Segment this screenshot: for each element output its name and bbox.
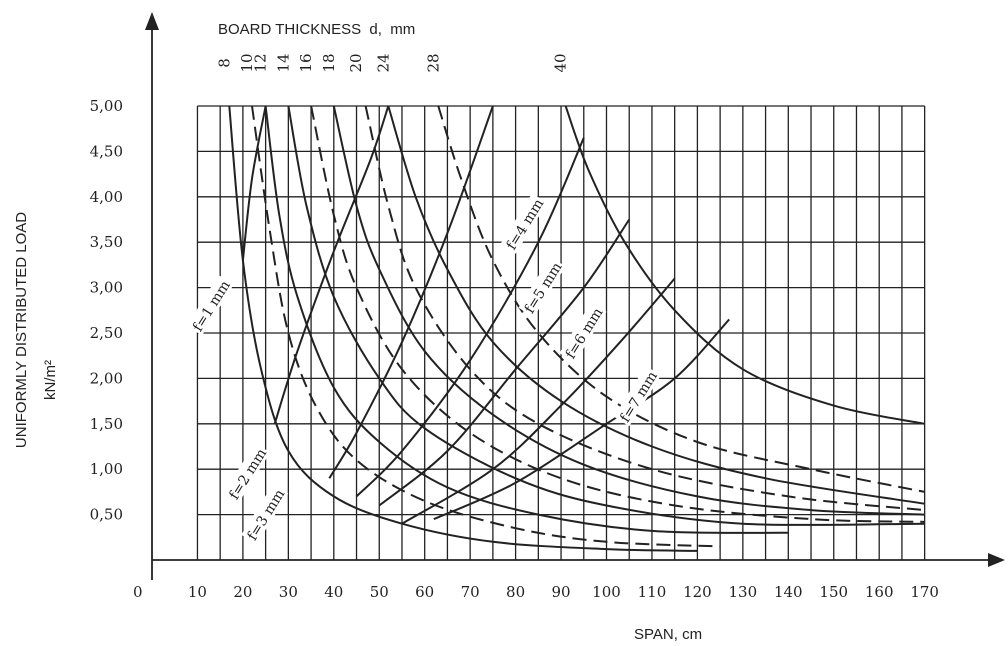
x-tick-label: 70 <box>461 583 480 601</box>
y-tick-label: 1,00 <box>90 460 123 478</box>
origin-label: 0 <box>133 583 143 601</box>
thickness-curve-12 <box>264 105 789 534</box>
thickness-curve-14 <box>287 105 925 527</box>
deflection-curve <box>273 105 390 425</box>
y-tick-label: 4,50 <box>90 142 123 160</box>
thickness-label: 12 <box>252 53 270 72</box>
x-tick-label: 100 <box>592 583 621 601</box>
y-tick-label: 3,00 <box>90 279 123 297</box>
x-tick-label: 40 <box>324 583 343 601</box>
x-tick-label: 130 <box>729 583 758 601</box>
label-background <box>241 483 289 545</box>
thickness-label: 16 <box>297 53 315 72</box>
x-tick-label: 90 <box>552 583 571 601</box>
thickness-curve-20 <box>364 105 925 512</box>
x-tick-label: 60 <box>415 583 434 601</box>
thickness-label: 8 <box>215 58 233 68</box>
thickness-curve-16 <box>310 105 925 523</box>
thickness-curve-10 <box>251 105 721 548</box>
x-tick-label: 150 <box>819 583 848 601</box>
y-tick-label: 3,50 <box>90 233 123 251</box>
thickness-curve-28 <box>437 105 925 493</box>
thickness-label: 14 <box>274 53 292 72</box>
deflection-curve <box>241 105 267 261</box>
label-background <box>500 193 548 254</box>
thickness-label: 28 <box>424 53 442 72</box>
x-tick-label: 140 <box>774 583 803 601</box>
thickness-label: 40 <box>552 53 570 72</box>
y-tick-label: 4,00 <box>90 188 123 206</box>
chart-title: BOARD THICKNESS d, mm <box>218 21 415 38</box>
tick-labels: 10 20 30 40 50 60 70 80 90 100 110 120 130 140 150 160 1… <box>90 53 939 601</box>
y-tick-label: 1,50 <box>90 415 123 433</box>
deflection-curve <box>401 277 676 525</box>
thickness-curve-8 <box>228 105 698 552</box>
y-tick-label: 2,50 <box>90 324 123 342</box>
thickness-label: 24 <box>374 53 392 72</box>
grid <box>196 105 926 560</box>
x-tick-label: 20 <box>233 583 252 601</box>
x-tick-label: 160 <box>865 583 894 601</box>
thickness-curve-24 <box>387 105 925 505</box>
x-tick-label: 120 <box>683 583 712 601</box>
thickness-curve-40 <box>564 105 925 425</box>
x-axis-arrow-icon <box>988 553 1005 567</box>
x-tick-label: 170 <box>910 583 939 601</box>
label-background <box>223 442 271 504</box>
x-tick-label: 50 <box>370 583 389 601</box>
thickness-label: 20 <box>347 53 365 72</box>
curves <box>228 105 925 552</box>
x-tick-label: 30 <box>279 583 298 601</box>
deflection-curve <box>433 318 730 521</box>
label-background <box>518 256 566 318</box>
y-tick-label: 5,00 <box>90 97 123 115</box>
y-tick-label: 2,00 <box>90 369 123 387</box>
y-axis-title: UNIFORMLY DISTRIBUTED LOAD <box>13 212 30 448</box>
label-background <box>559 302 607 363</box>
y-axis-unit: kN/m² <box>42 360 59 400</box>
x-tick-label: 80 <box>506 583 525 601</box>
label-background <box>613 365 661 427</box>
axes <box>145 12 1005 580</box>
deflection-curve <box>328 105 494 479</box>
label-background <box>186 275 234 336</box>
thickness-curve-18 <box>332 105 925 516</box>
x-tick-label: 110 <box>638 583 667 601</box>
y-tick-label: 0,50 <box>90 506 123 524</box>
thickness-label: 18 <box>320 53 338 72</box>
x-axis-title: SPAN, cm <box>634 626 702 643</box>
deflection-curve <box>378 218 631 507</box>
deflection-curve <box>355 137 585 498</box>
y-axis-arrow-icon <box>145 12 159 30</box>
x-tick-label: 10 <box>188 583 207 601</box>
thickness-label: 10 <box>238 53 256 72</box>
curve-labels: f=1 mmf=2 mmf=3 mmf=4 mmf=5 mmf=6 mmf=7 … <box>186 193 661 545</box>
